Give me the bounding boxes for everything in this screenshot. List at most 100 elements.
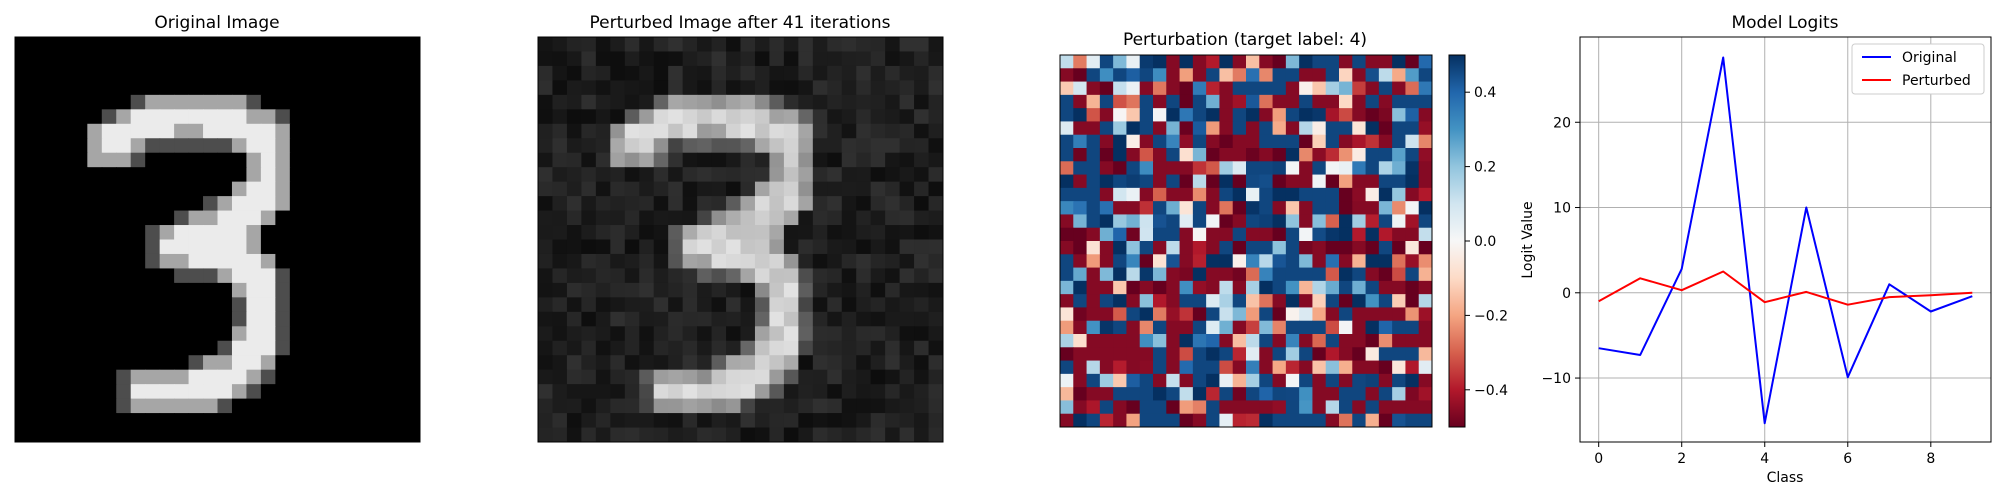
perturbed-pixel xyxy=(740,196,756,212)
original-pixel xyxy=(58,427,74,443)
original-pixel xyxy=(217,80,233,96)
perturbation-pixel xyxy=(1192,187,1207,202)
perturbed-pixel xyxy=(885,109,901,125)
perturbation-pixel xyxy=(1285,214,1300,229)
perturbed-pixel xyxy=(653,123,669,139)
perturbed-pixel xyxy=(827,80,843,96)
perturbation-pixel xyxy=(1099,413,1114,428)
perturbed-pixel xyxy=(668,311,684,327)
perturbed-pixel xyxy=(668,253,684,269)
perturbed-pixel xyxy=(581,297,597,313)
original-pixel xyxy=(246,138,262,154)
original-pixel xyxy=(347,311,363,327)
perturbed-pixel xyxy=(639,413,655,429)
original-pixel xyxy=(159,268,175,284)
perturbation-pixel xyxy=(1405,148,1420,162)
original-pixel xyxy=(145,210,161,226)
perturbed-pixel xyxy=(538,239,553,255)
perturbation-pixel xyxy=(1299,55,1313,69)
perturbation-pixel xyxy=(1179,400,1194,415)
original-pixel xyxy=(101,427,117,443)
perturbation-pixel xyxy=(1312,320,1327,335)
perturbed-pixel xyxy=(769,109,785,125)
perturbation-pixel xyxy=(1378,174,1393,189)
perturbed-pixel xyxy=(668,65,684,81)
perturbation-pixel xyxy=(1339,187,1353,202)
original-pixel xyxy=(217,282,233,298)
original-pixel xyxy=(231,355,247,371)
perturbation-pixel xyxy=(1113,55,1127,69)
perturbed-pixel xyxy=(538,384,553,400)
perturbed-pixel xyxy=(899,398,915,414)
perturbed-pixel xyxy=(870,37,886,52)
perturbed-pixel xyxy=(538,355,553,371)
perturbed-pixel xyxy=(639,340,655,356)
perturbed-pixel xyxy=(595,326,611,342)
original-pixel xyxy=(43,384,59,400)
perturbed-pixel xyxy=(581,413,597,429)
perturbed-pixel xyxy=(827,340,843,356)
perturbation-pixel xyxy=(1299,121,1313,136)
perturbed-pixel xyxy=(914,181,930,197)
perturbation-pixel xyxy=(1232,214,1247,229)
perturbation-pixel xyxy=(1378,267,1393,282)
perturbed-pixel xyxy=(610,225,626,240)
original-pixel xyxy=(58,181,74,197)
perturbed-pixel xyxy=(697,384,713,400)
perturbation-pixel xyxy=(1219,347,1234,362)
perturbation-pixel xyxy=(1126,161,1141,176)
perturbation-pixel xyxy=(1246,413,1260,428)
perturbed-pixel xyxy=(754,253,770,269)
perturbed-pixel xyxy=(682,138,698,154)
perturbation-pixel xyxy=(1325,347,1340,362)
perturbation-pixel xyxy=(1192,161,1207,176)
perturbed-pixel xyxy=(653,398,669,414)
perturbed-pixel xyxy=(639,427,655,443)
original-pixel xyxy=(58,123,74,139)
perturbation-pixel xyxy=(1418,413,1433,428)
original-pixel xyxy=(246,398,262,414)
original-pixel xyxy=(405,326,421,342)
original-pixel xyxy=(72,109,88,125)
original-pixel xyxy=(203,355,218,371)
original-pixel xyxy=(260,123,276,139)
perturbed-pixel xyxy=(769,51,785,67)
original-pixel xyxy=(362,239,378,255)
perturbed-pixel xyxy=(740,282,756,298)
perturbation-pixel xyxy=(1192,347,1207,362)
original-pixel xyxy=(376,138,392,154)
original-pixel xyxy=(87,384,103,400)
perturbation-pixel xyxy=(1246,267,1260,282)
original-pixel xyxy=(391,326,407,342)
perturbed-pixel xyxy=(856,80,872,96)
perturbed-pixel xyxy=(740,340,756,356)
perturbed-pixel xyxy=(899,427,915,443)
perturbed-pixel xyxy=(841,196,857,212)
original-pixel xyxy=(391,268,407,284)
perturbed-pixel xyxy=(538,80,553,96)
perturbation-pixel xyxy=(1060,227,1074,242)
perturbation-pixel xyxy=(1365,267,1380,282)
perturbation-pixel xyxy=(1285,121,1300,136)
perturbation-pixel xyxy=(1232,187,1247,202)
original-pixel xyxy=(29,196,45,212)
perturbation-pixel xyxy=(1192,334,1207,348)
perturbed-pixel xyxy=(581,210,597,226)
perturbed-pixel xyxy=(552,398,568,414)
original-pixel xyxy=(203,311,218,327)
original-pixel xyxy=(58,210,74,226)
original-pixel xyxy=(72,37,88,52)
perturbation-pixel xyxy=(1192,267,1207,282)
original-pixel xyxy=(145,355,161,371)
perturbation-pixel xyxy=(1405,174,1420,189)
original-pixel xyxy=(43,80,59,96)
perturbed-pixel xyxy=(856,311,872,327)
perturbed-pixel xyxy=(682,239,698,255)
perturbed-pixel xyxy=(870,427,886,443)
perturbed-pixel xyxy=(581,326,597,342)
original-pixel xyxy=(29,109,45,125)
perturbation-pixel xyxy=(1352,413,1367,428)
perturbation-pixel xyxy=(1153,134,1167,149)
perturbed-pixel xyxy=(827,253,843,269)
perturbed-pixel xyxy=(798,340,814,356)
